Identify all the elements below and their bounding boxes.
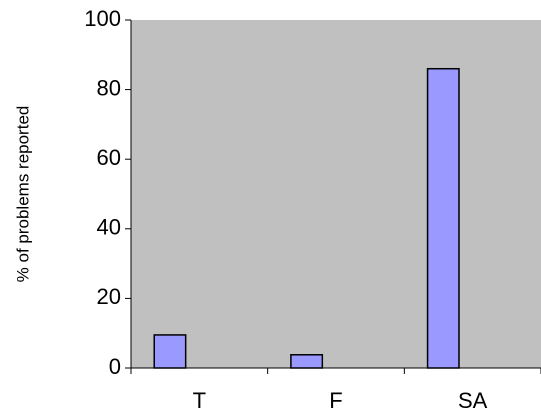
plot-area — [131, 20, 541, 368]
y-tick-label: 0 — [109, 354, 121, 379]
y-tick-label: 40 — [97, 215, 121, 240]
y-tick-label: 20 — [97, 284, 121, 309]
y-tick-label: 100 — [84, 6, 121, 31]
y-axis-label: % of problems reported — [13, 106, 32, 283]
bar — [290, 354, 324, 369]
y-tick-label: 60 — [97, 145, 121, 170]
x-tick-label: SA — [458, 388, 488, 413]
x-tick-label: F — [329, 388, 342, 413]
bar — [153, 334, 187, 369]
bar — [426, 67, 460, 369]
y-tick-label: 80 — [97, 75, 121, 100]
x-tick-label: T — [193, 388, 206, 413]
